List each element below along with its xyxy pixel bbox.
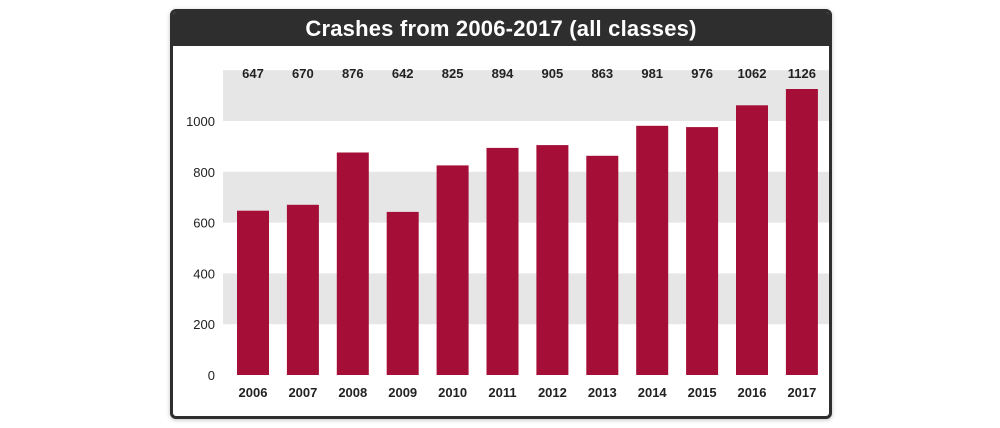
bar — [636, 125, 669, 375]
x-tick-label: 2010 — [438, 385, 467, 400]
y-tick-label: 0 — [208, 368, 215, 383]
y-tick-label: 800 — [193, 165, 215, 180]
chart-title: Crashes from 2006-2017 (all classes) — [173, 12, 829, 46]
x-tick-label: 2012 — [538, 385, 567, 400]
grid-band — [223, 171, 829, 223]
data-label: 825 — [442, 66, 464, 81]
grid-band — [223, 273, 829, 325]
y-tick-label: 1000 — [186, 114, 215, 129]
data-label: 863 — [591, 66, 613, 81]
bar — [785, 89, 818, 375]
y-tick-label: 200 — [193, 317, 215, 332]
data-label: 894 — [492, 66, 514, 81]
x-tick-label: 2007 — [288, 385, 317, 400]
data-label: 642 — [392, 66, 414, 81]
x-tick-label: 2014 — [638, 385, 668, 400]
bar — [286, 204, 319, 375]
grid-band — [223, 70, 829, 121]
bar-chart: 0 200 400 600 800 1000 647 2006 670 2007 876 2008 64… — [186, 66, 829, 400]
bar — [686, 127, 719, 375]
data-label: 981 — [641, 66, 663, 81]
data-label: 876 — [342, 66, 364, 81]
data-label: 647 — [242, 66, 264, 81]
y-tick-label: 600 — [193, 216, 215, 231]
bar — [237, 210, 269, 375]
x-tick-label: 2015 — [688, 385, 717, 400]
bar — [386, 211, 419, 375]
data-label: 670 — [292, 66, 314, 81]
bar — [436, 165, 469, 375]
bar — [536, 145, 569, 375]
data-label: 1062 — [738, 66, 767, 81]
y-tick-label: 400 — [193, 266, 215, 281]
data-label: 1126 — [788, 66, 816, 81]
x-tick-label: 2017 — [787, 385, 816, 400]
bar — [486, 147, 519, 375]
data-label: 905 — [542, 66, 564, 81]
x-tick-label: 2013 — [588, 385, 617, 400]
x-tick-label: 2006 — [239, 385, 268, 400]
x-tick-label: 2016 — [738, 385, 767, 400]
bar — [586, 155, 619, 375]
data-label: 976 — [691, 66, 713, 81]
bar — [736, 105, 768, 376]
bar — [336, 152, 369, 375]
x-tick-label: 2008 — [338, 385, 367, 400]
x-tick-label: 2011 — [488, 385, 516, 400]
chart-frame: Crashes from 2006-2017 (all classes) 0 20… — [170, 9, 832, 419]
x-tick-label: 2009 — [388, 385, 417, 400]
